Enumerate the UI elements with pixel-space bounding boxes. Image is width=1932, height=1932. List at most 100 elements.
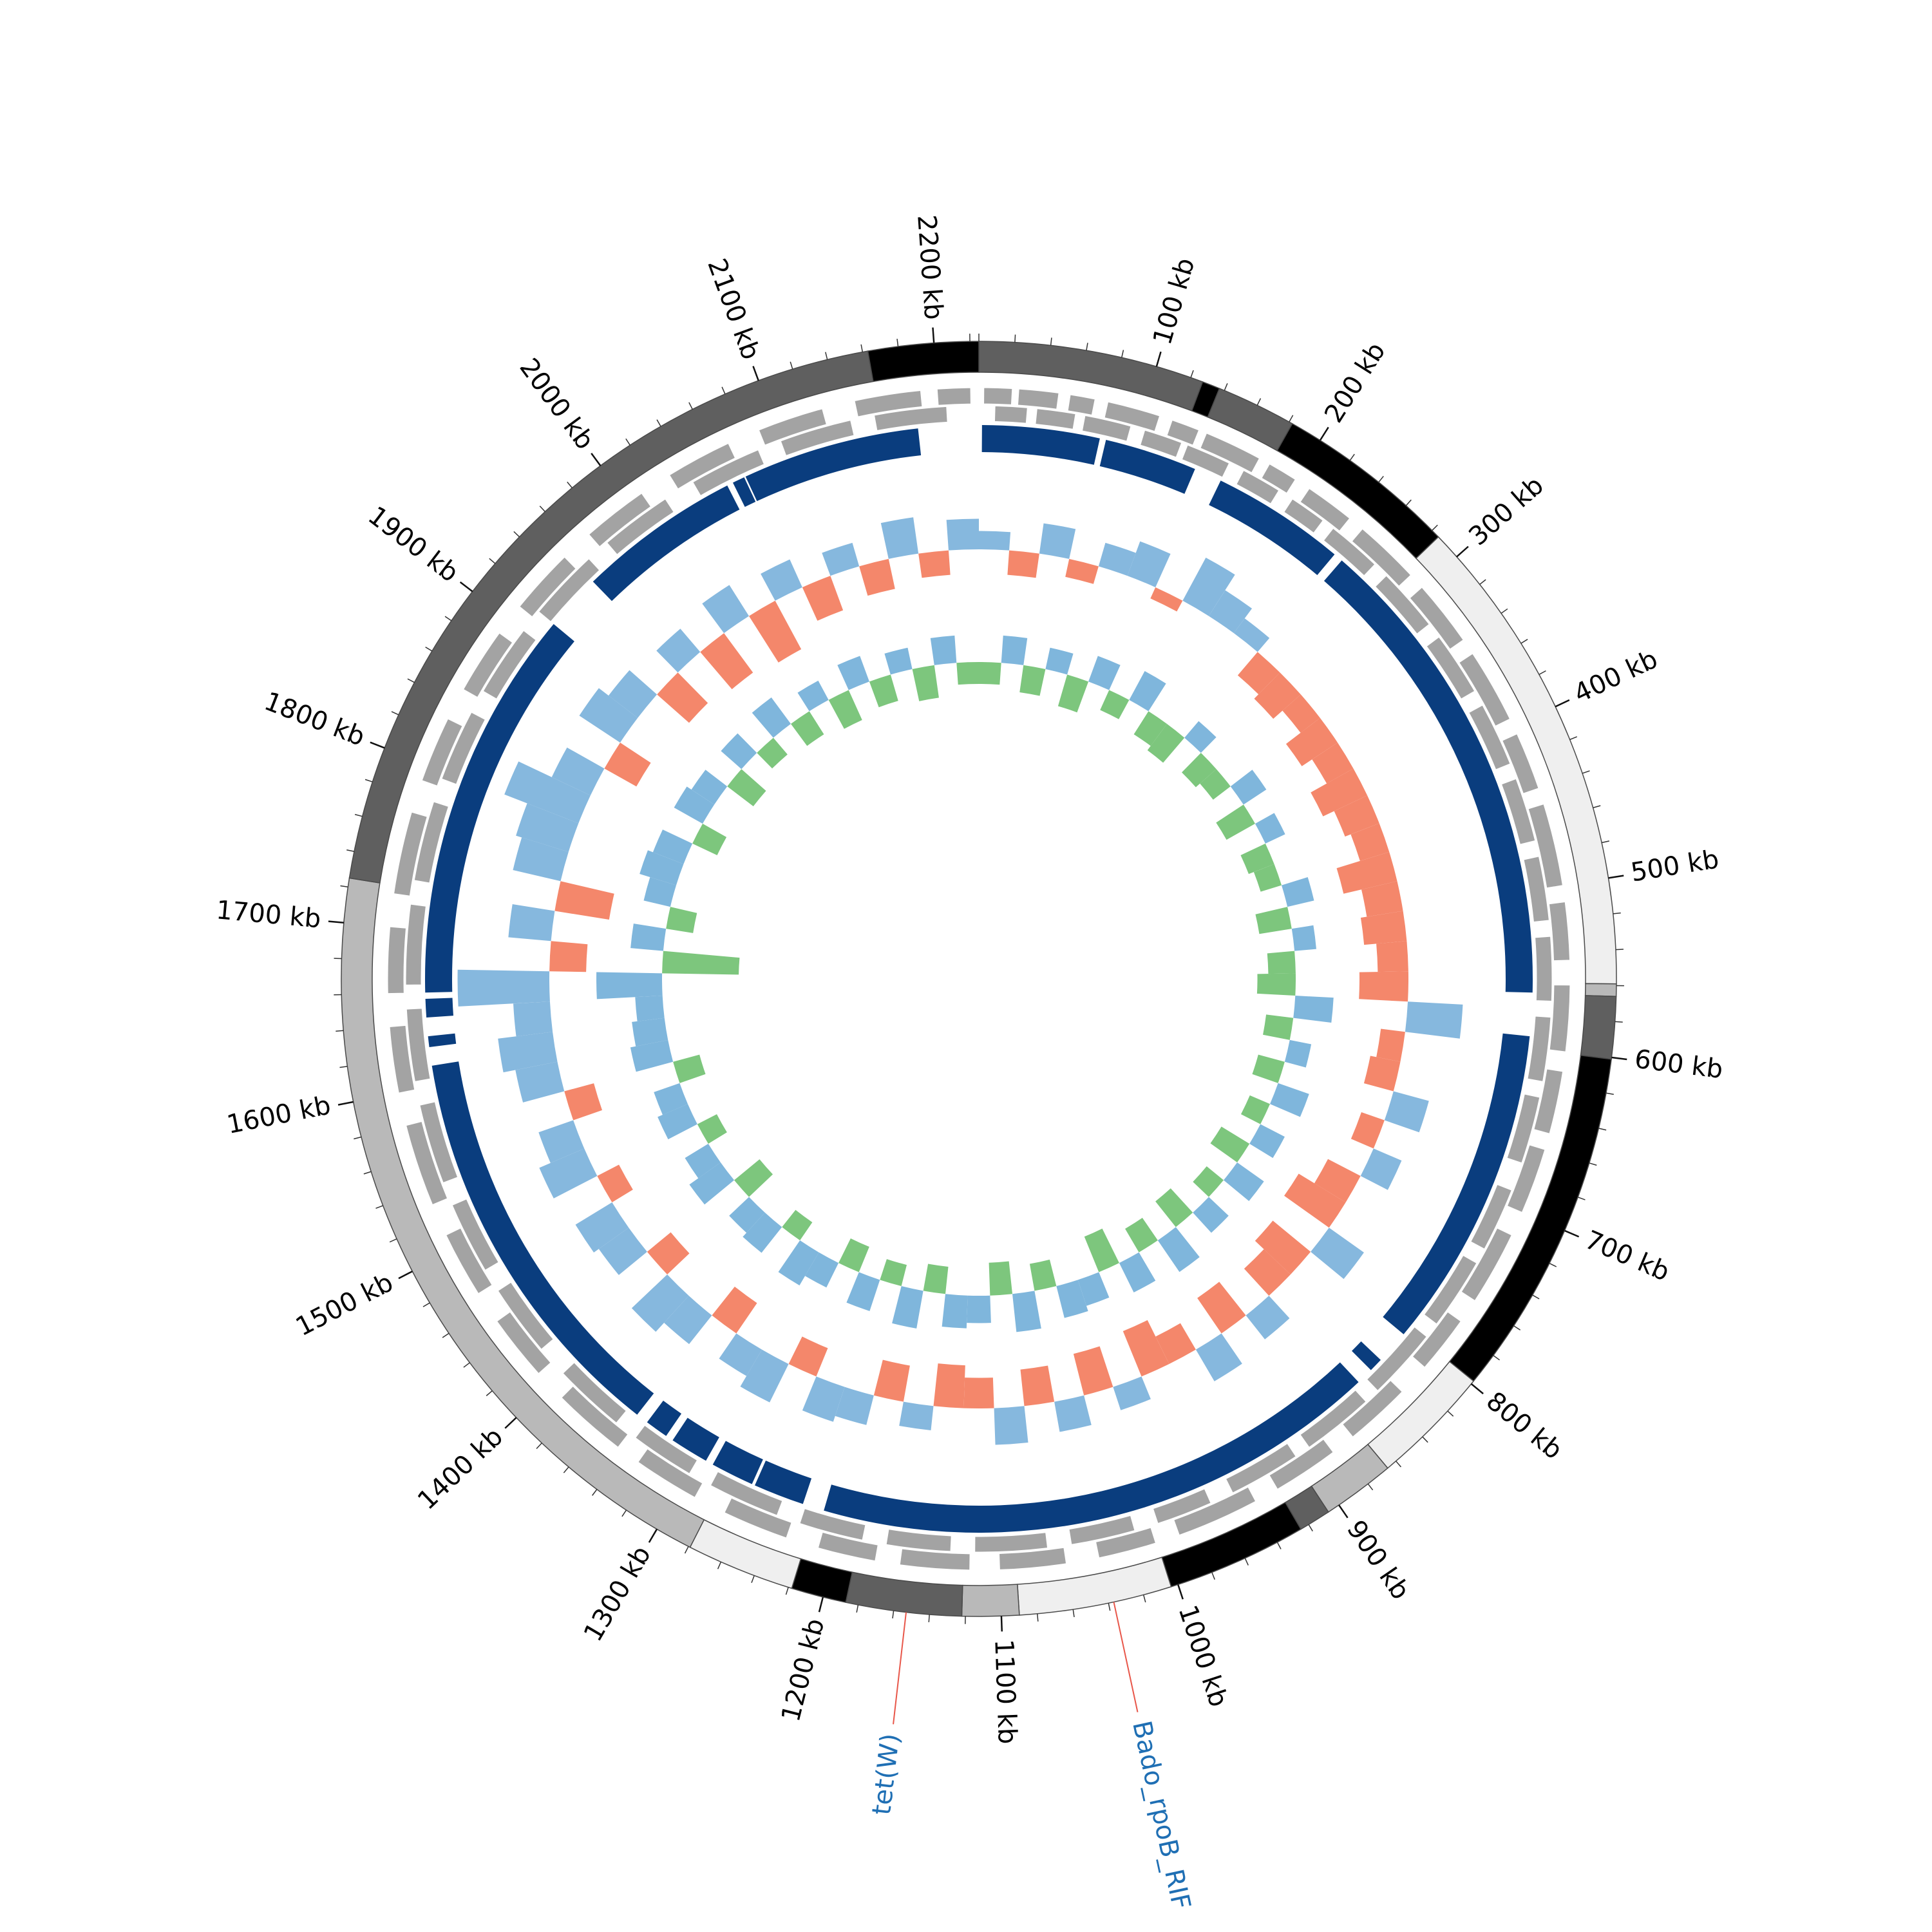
gene bbox=[1548, 901, 1571, 961]
gene bbox=[1528, 804, 1564, 889]
minor-tick bbox=[339, 1066, 348, 1068]
gc-skew-bar bbox=[1029, 1259, 1057, 1291]
gene bbox=[994, 405, 1028, 424]
gene bbox=[1140, 430, 1182, 458]
gene bbox=[1423, 1255, 1477, 1325]
alignment-block bbox=[428, 1033, 457, 1047]
gene bbox=[1549, 984, 1571, 1052]
gc-content-bar bbox=[702, 585, 750, 634]
major-tick bbox=[752, 366, 759, 381]
gene bbox=[1533, 1068, 1564, 1134]
minor-tick bbox=[1211, 1572, 1215, 1580]
gc-skew-bar bbox=[1056, 1280, 1088, 1318]
gc-content-bar bbox=[859, 558, 895, 596]
gc-content-bar bbox=[657, 672, 708, 723]
gc-skew-bar bbox=[930, 635, 957, 665]
gc-content-bar bbox=[1182, 557, 1235, 616]
gene bbox=[936, 387, 971, 406]
gc-content-bar bbox=[899, 1401, 934, 1431]
major-tick bbox=[1564, 1229, 1580, 1238]
gene bbox=[562, 1362, 627, 1424]
gc-skew-bar bbox=[869, 674, 898, 708]
minor-tick bbox=[860, 344, 864, 352]
gc-skew-bar bbox=[685, 1143, 721, 1179]
gc-skew-bar bbox=[1263, 1014, 1294, 1040]
gc-skew-bar bbox=[791, 711, 824, 746]
gene bbox=[606, 498, 674, 555]
gc-content-bar bbox=[1334, 795, 1379, 837]
gc-content-bar bbox=[1405, 1001, 1463, 1039]
gc-skew-bar bbox=[1256, 973, 1296, 996]
gene bbox=[1342, 1379, 1403, 1437]
gc-skew-bar bbox=[1182, 753, 1217, 788]
minor-tick bbox=[1142, 1595, 1146, 1603]
minor-tick bbox=[1014, 334, 1016, 343]
alignment-block bbox=[1209, 480, 1335, 576]
gc-content-bar bbox=[647, 1232, 690, 1274]
alignment-block bbox=[647, 1400, 682, 1436]
major-tick bbox=[370, 741, 385, 749]
gc-skew-bar bbox=[666, 907, 697, 933]
alignment-block bbox=[712, 1441, 763, 1484]
major-tick bbox=[1470, 1383, 1484, 1395]
gene bbox=[899, 1548, 971, 1571]
gene bbox=[668, 442, 736, 489]
gc-content-bar bbox=[802, 576, 844, 621]
gc-skew-bar bbox=[923, 1264, 949, 1294]
alignment-block bbox=[1383, 1033, 1530, 1334]
gc-content-bar bbox=[1314, 1159, 1361, 1202]
gc-content-bar bbox=[994, 1406, 1028, 1445]
minor-tick bbox=[1224, 383, 1228, 391]
gc-content-bar bbox=[1208, 590, 1253, 634]
major-tick bbox=[1456, 545, 1469, 558]
minor-tick bbox=[688, 402, 693, 410]
gene bbox=[1035, 408, 1076, 430]
gc-skew-bar bbox=[1077, 1272, 1110, 1306]
gc-skew-bar bbox=[729, 1197, 765, 1233]
gene bbox=[561, 1385, 629, 1448]
gc-skew-bar bbox=[1119, 1252, 1156, 1293]
contig bbox=[867, 341, 980, 383]
gc-content-bar bbox=[946, 518, 979, 551]
alignment-block bbox=[425, 998, 453, 1018]
gene bbox=[1095, 1527, 1157, 1558]
gc-content-bar bbox=[1336, 851, 1397, 894]
gc-skew-bar bbox=[673, 1054, 706, 1083]
gene bbox=[638, 1448, 703, 1498]
minor-tick bbox=[391, 711, 399, 715]
minor-tick bbox=[1582, 770, 1590, 774]
gc-skew-bar bbox=[674, 786, 715, 824]
gene bbox=[538, 558, 600, 622]
gc-skew-bar bbox=[658, 1104, 697, 1140]
gc-content-bar bbox=[1376, 1028, 1405, 1062]
minor-tick bbox=[486, 1390, 493, 1396]
gene bbox=[983, 387, 1013, 405]
gene bbox=[446, 1227, 493, 1294]
gene bbox=[1173, 1486, 1256, 1536]
minor-tick bbox=[1086, 343, 1088, 351]
major-tick bbox=[648, 1528, 658, 1543]
gene bbox=[387, 926, 407, 994]
major-tick bbox=[591, 453, 601, 466]
gc-content-bar bbox=[1020, 1365, 1055, 1406]
minor-tick bbox=[442, 1332, 450, 1338]
gc-skew-bar bbox=[778, 1240, 819, 1285]
gene bbox=[496, 1311, 551, 1374]
minor-tick bbox=[1447, 1410, 1454, 1417]
alignment-block bbox=[981, 425, 1100, 465]
gc-content-bar bbox=[538, 1120, 585, 1163]
gc-content-bar bbox=[761, 559, 802, 601]
gc-skew-bar bbox=[752, 697, 791, 738]
gc-skew-bar bbox=[1282, 877, 1314, 907]
minor-tick bbox=[1308, 1524, 1313, 1531]
gc-skew-bar bbox=[643, 877, 676, 907]
gc-skew-bar bbox=[697, 1114, 727, 1144]
minor-tick bbox=[336, 1030, 344, 1032]
gc-content-bar bbox=[1254, 672, 1301, 719]
gc-skew-bar bbox=[727, 769, 766, 807]
minor-tick bbox=[340, 885, 348, 887]
minor-tick bbox=[1479, 579, 1486, 585]
minor-tick bbox=[721, 386, 726, 395]
gene bbox=[1300, 488, 1350, 532]
